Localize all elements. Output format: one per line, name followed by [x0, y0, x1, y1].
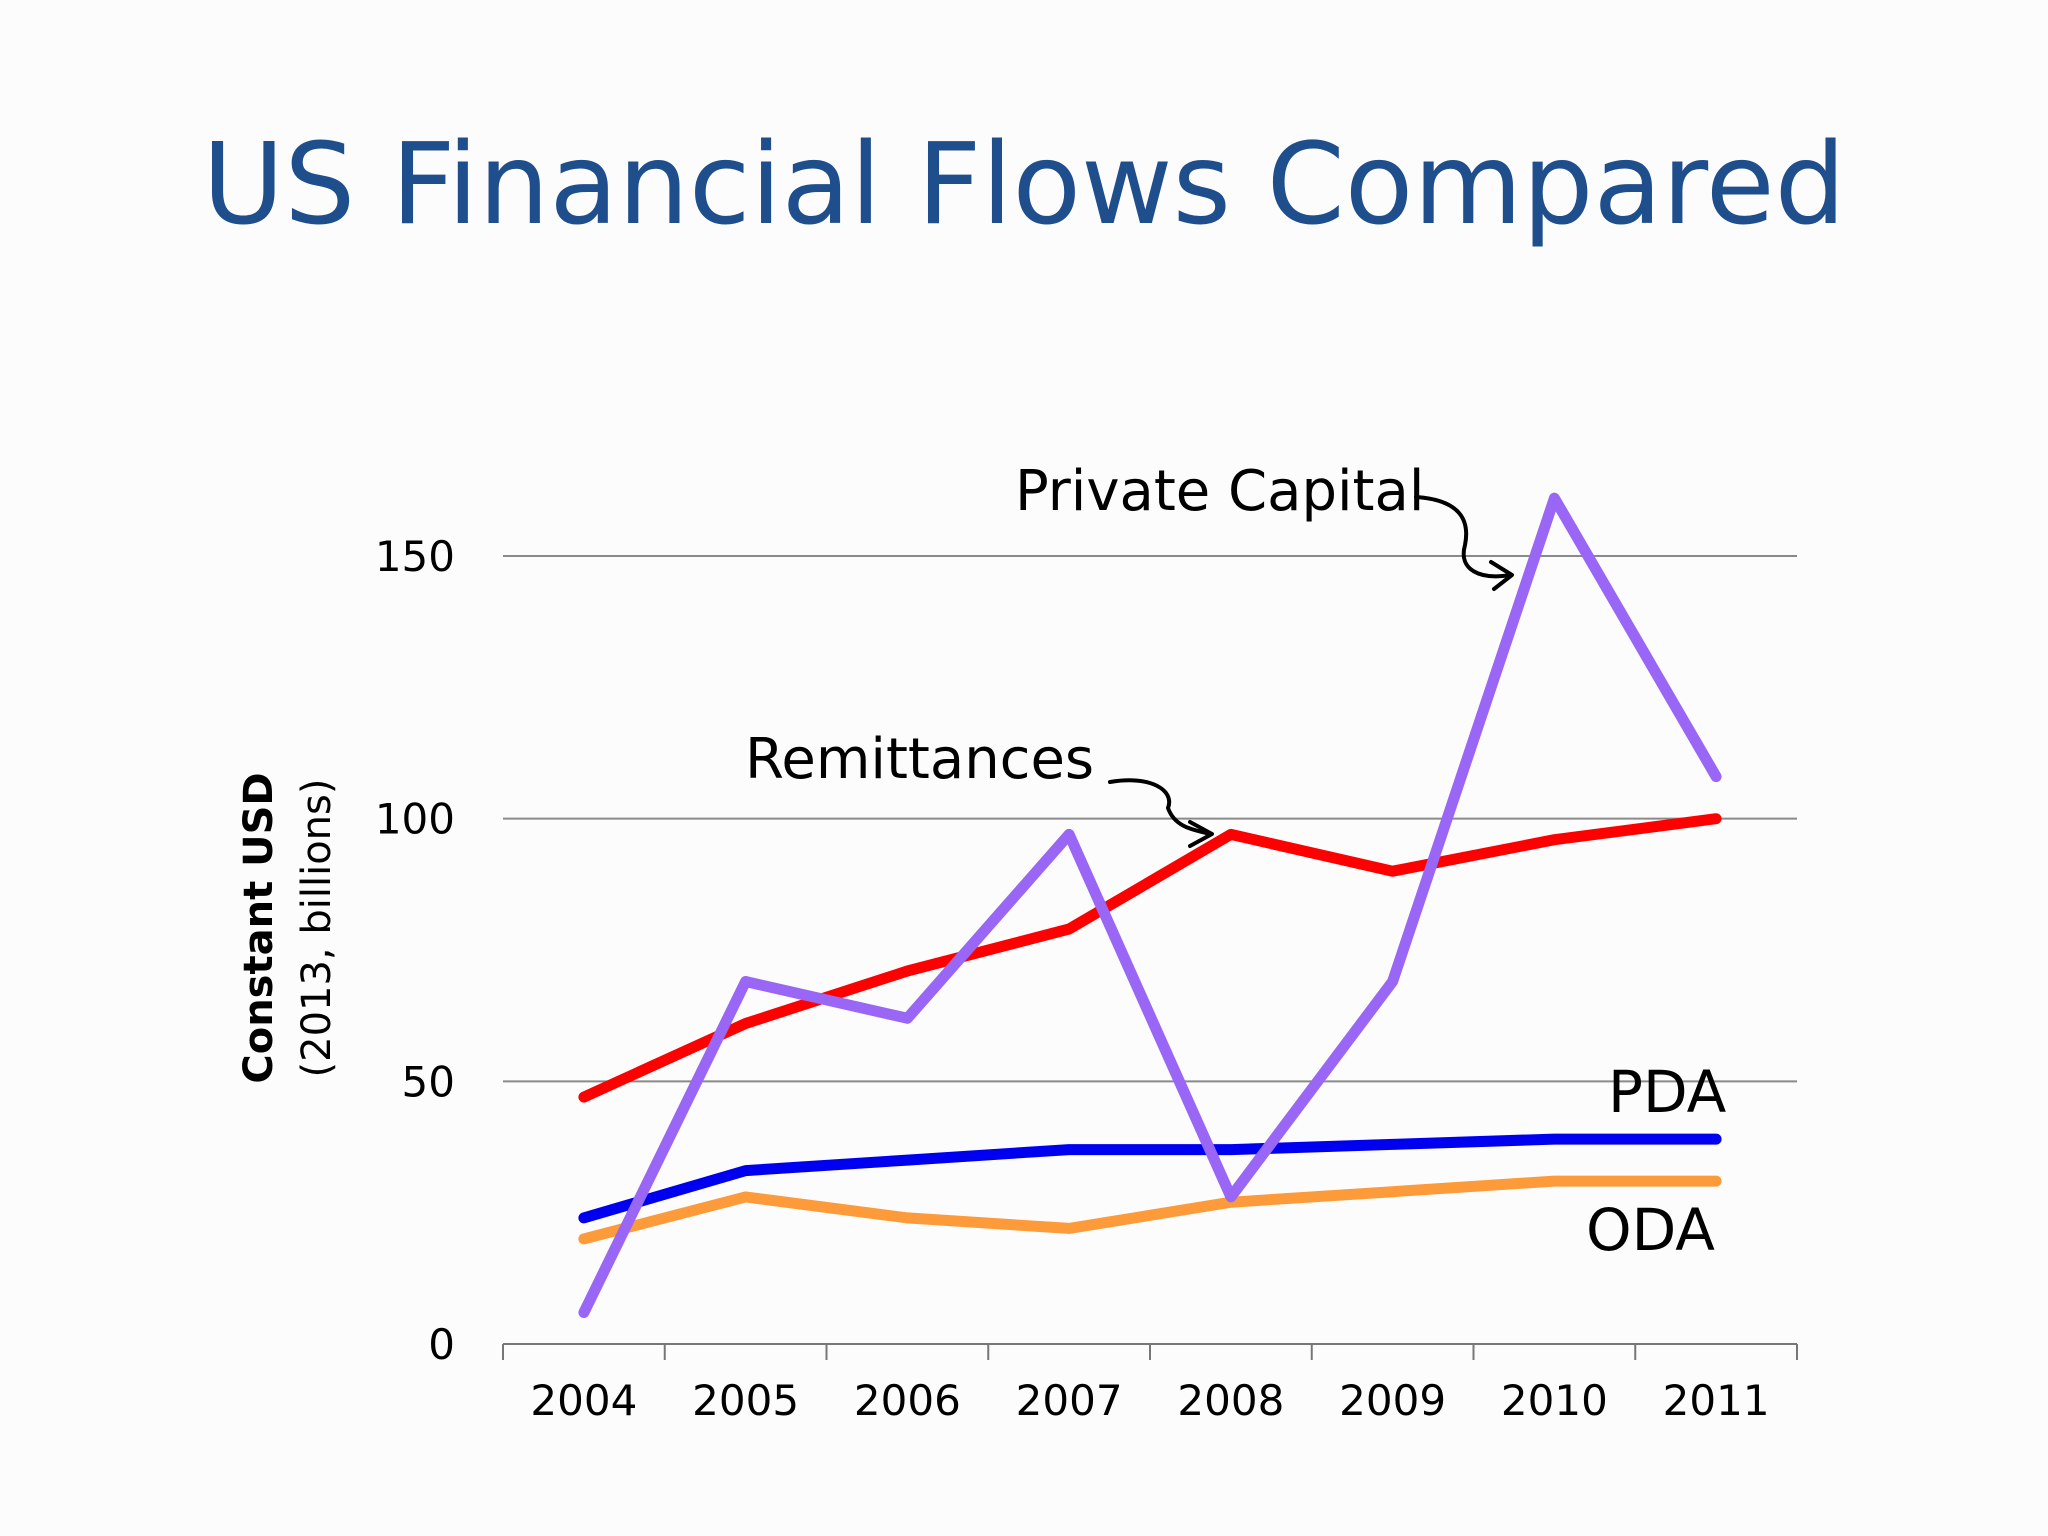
arrow-private-capital-head	[1489, 560, 1514, 591]
series-line-private-capital	[578, 492, 1722, 1318]
series-label-remittances: Remittances	[745, 727, 1094, 792]
x-tick-label-2007: 2007	[1016, 1376, 1123, 1425]
series-labels: Private Capital Remittances PDA ODA	[745, 459, 1727, 1264]
arrow-private-capital	[1414, 495, 1512, 579]
arrow-remittances-head	[1188, 820, 1214, 848]
series-lines	[578, 492, 1722, 1318]
series-label-pda: PDA	[1608, 1058, 1727, 1126]
x-tick-label-2011: 2011	[1663, 1376, 1770, 1425]
y-axis-title: Constant USD (2013, billions)	[236, 772, 340, 1083]
slide-title: US Financial Flows Compared	[202, 120, 1846, 250]
y-tick-label-50: 50	[402, 1057, 455, 1106]
y-tick-label-0: 0	[428, 1320, 455, 1369]
series-line-remittances	[578, 813, 1722, 1103]
series-line-pda	[578, 1133, 1722, 1224]
series-label-oda: ODA	[1586, 1196, 1715, 1264]
y-tick-label-100: 100	[375, 795, 455, 844]
x-tick-label-2006: 2006	[854, 1376, 961, 1425]
series-label-private-capital: Private Capital	[1015, 459, 1424, 524]
y-tick-label-150: 150	[375, 532, 455, 581]
series-line-oda	[578, 1175, 1722, 1245]
arrow-remittances	[1108, 778, 1212, 836]
x-tick-label-2005: 2005	[692, 1376, 799, 1425]
y-axis-title-sub: (2013, billions)	[294, 779, 340, 1078]
x-tick-label-2008: 2008	[1177, 1376, 1284, 1425]
gridlines	[503, 555, 1797, 1083]
x-tick-label-2009: 2009	[1339, 1376, 1446, 1425]
x-tick-label-2010: 2010	[1501, 1376, 1608, 1425]
x-tick-label-2004: 2004	[530, 1376, 637, 1425]
y-axis-title-bold: Constant USD	[236, 772, 282, 1083]
axes: 0 50 100 150 2004 2005 2006 2007 2008 2009 2010 201…	[375, 532, 1798, 1425]
